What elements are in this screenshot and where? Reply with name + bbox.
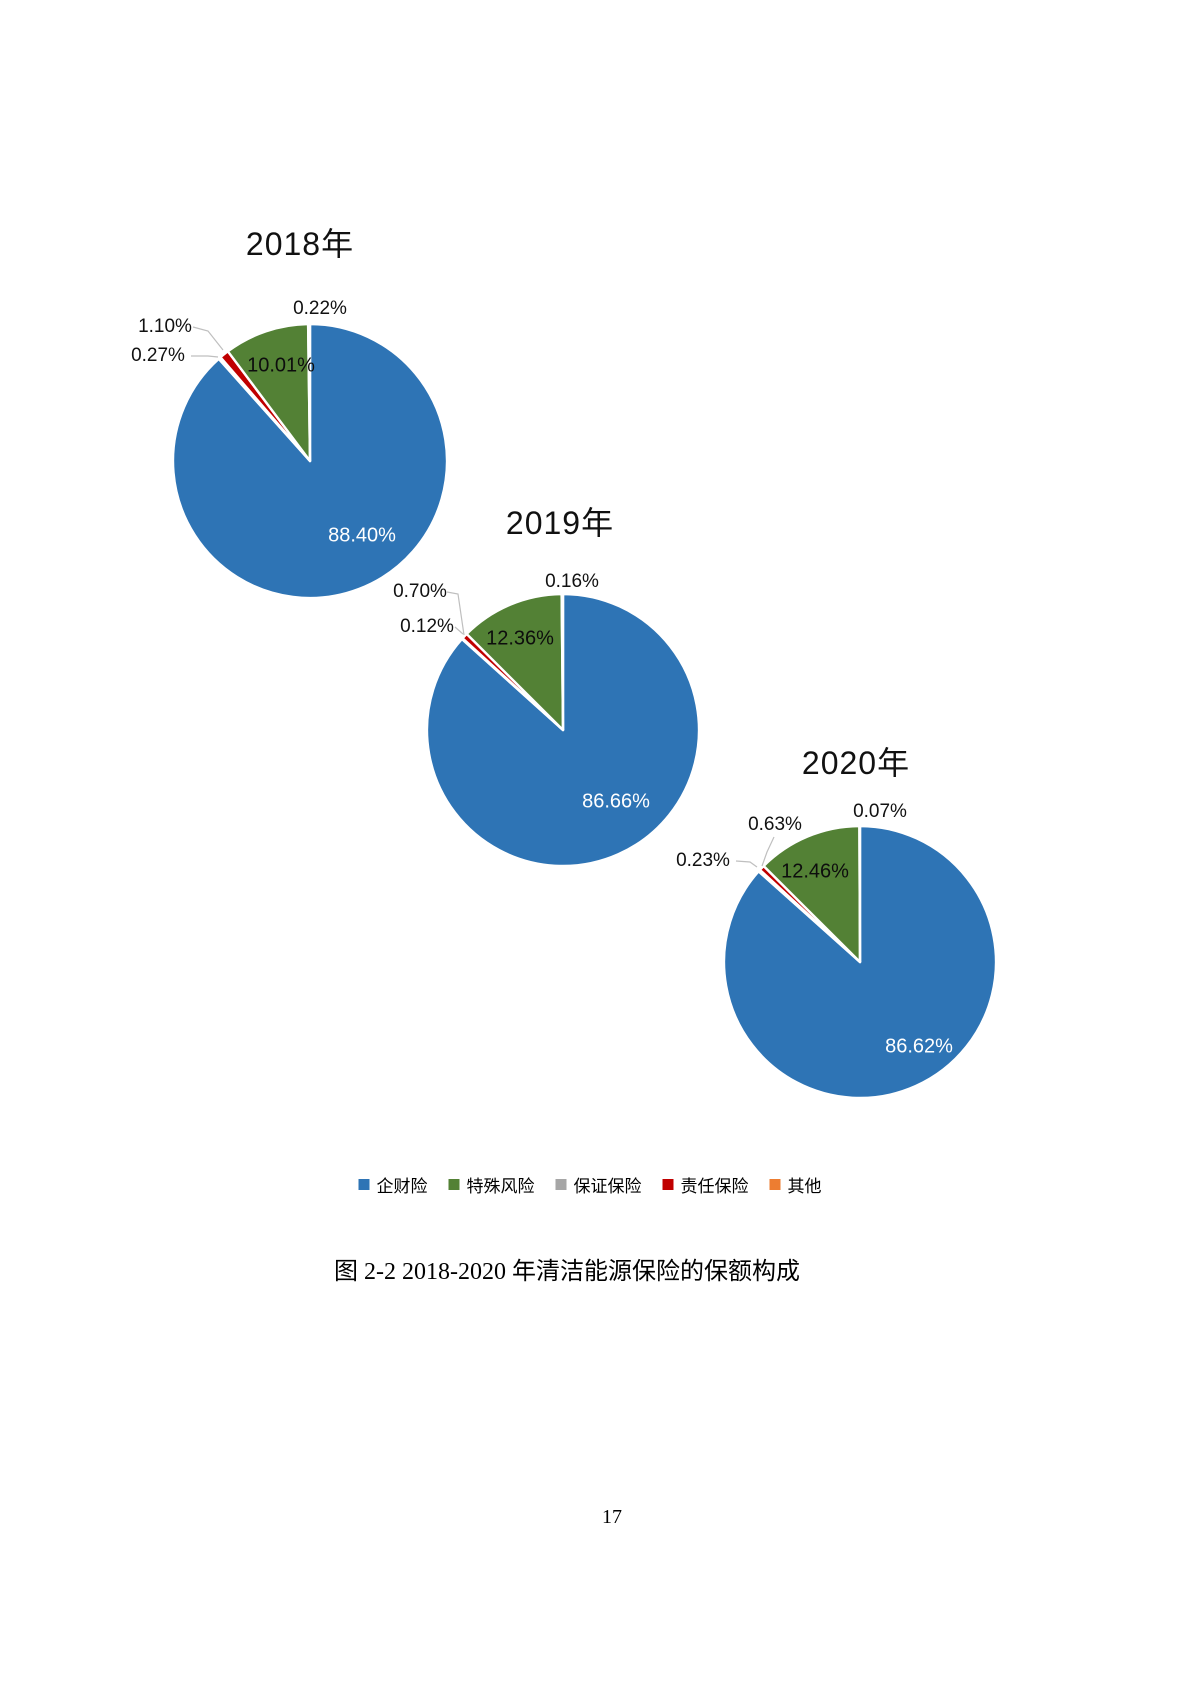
pie-2018-label-liability: 1.10% xyxy=(138,316,192,337)
legend-swatch-property xyxy=(358,1179,370,1190)
chart-legend: 企财险 特殊风险 保证保险 责任保险 其他 xyxy=(358,1172,822,1197)
label-leader-line xyxy=(191,355,219,358)
pie-2020-label-other: 0.07% xyxy=(853,801,907,822)
pie-2018-slice-special-risk xyxy=(226,322,312,463)
legend-item-special-risk: 特殊风险 xyxy=(448,1172,535,1197)
pie-2020-label-surety: 0.23% xyxy=(676,850,730,871)
pie-chart-2019 xyxy=(425,591,701,868)
pie-2019-label-liability: 0.70% xyxy=(393,581,447,602)
pie-2020-label-property: 86.62% xyxy=(885,1035,953,1058)
pie-2018-label-special-risk: 10.01% xyxy=(247,354,315,377)
pie-title-2019: 2019年 xyxy=(505,505,615,541)
legend-swatch-liability xyxy=(662,1179,674,1190)
legend-label-special-risk: 特殊风险 xyxy=(466,1177,535,1196)
pie-chart-2020 xyxy=(722,824,998,1100)
pie-title-2018: 2018年 xyxy=(245,226,355,262)
pie-2019-slice-special-risk xyxy=(465,592,565,732)
pie-2020-label-liability: 0.63% xyxy=(748,814,802,835)
legend-label-liability: 责任保险 xyxy=(680,1177,749,1196)
label-leader-line xyxy=(454,626,464,635)
pie-2020-label-special-risk: 12.46% xyxy=(781,860,849,883)
page-number: 17 xyxy=(602,1506,622,1528)
legend-item-surety: 保证保险 xyxy=(555,1172,642,1197)
pie-2018-label-property: 88.40% xyxy=(328,524,396,547)
pie-2018-label-surety: 0.27% xyxy=(131,345,185,366)
legend-label-other: 其他 xyxy=(787,1177,822,1196)
pie-2018-slice-other xyxy=(306,322,312,463)
pie-2019-label-other: 0.16% xyxy=(545,571,599,592)
legend-item-other: 其他 xyxy=(769,1172,822,1197)
pie-2019-label-property: 86.66% xyxy=(582,790,650,813)
label-leader-line xyxy=(761,836,775,867)
pie-2018-slice-property xyxy=(171,322,449,600)
pie-2020-slice-special-risk xyxy=(762,824,862,964)
legend-label-property: 企财险 xyxy=(376,1177,428,1196)
legend-swatch-special-risk xyxy=(448,1179,460,1190)
label-leader-line xyxy=(735,860,758,868)
legend-item-liability: 责任保险 xyxy=(662,1172,749,1197)
label-leader-line xyxy=(446,591,465,636)
legend-item-property: 企财险 xyxy=(358,1172,428,1197)
pie-title-2020: 2020年 xyxy=(801,745,911,781)
pie-2019-label-special-risk: 12.36% xyxy=(486,627,554,650)
legend-label-surety: 保证保险 xyxy=(573,1177,642,1196)
figure-caption: 图 2-2 2018-2020 年清洁能源保险的保额构成 xyxy=(334,1259,800,1285)
pie-chart-2018 xyxy=(171,322,449,600)
pie-2019-label-surety: 0.12% xyxy=(400,616,454,637)
pie-2019-slice-other xyxy=(560,592,565,732)
legend-swatch-surety xyxy=(555,1179,567,1190)
pie-2018-label-other: 0.22% xyxy=(293,298,347,319)
legend-swatch-other xyxy=(769,1179,781,1190)
pie-2020-slice-other xyxy=(858,824,862,964)
label-leader-line xyxy=(192,326,224,351)
